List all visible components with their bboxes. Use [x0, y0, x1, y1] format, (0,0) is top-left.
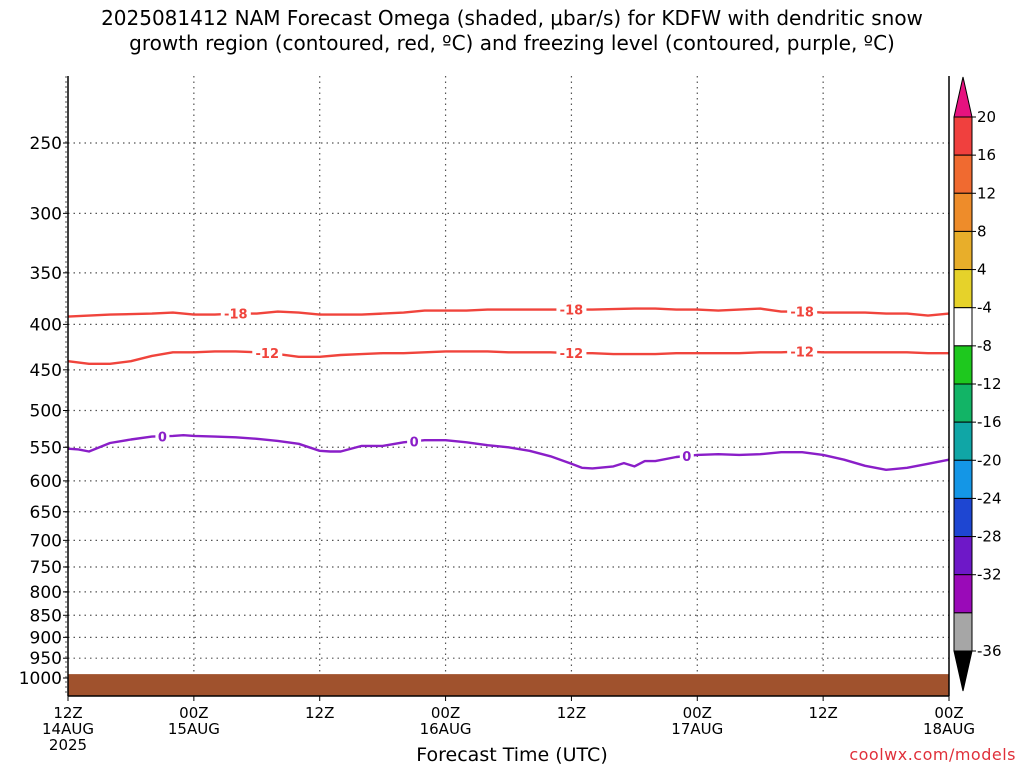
contour-label-bg — [556, 301, 587, 318]
series-layer: -18 -18 -18 -12 -12 -12 0 0 0 — [67, 301, 950, 471]
colorbar-label: -32 — [977, 566, 1002, 584]
x-tick-label: 00Z — [683, 704, 712, 722]
y-tick-label: 1000 — [19, 669, 62, 689]
colorbar-swatch — [953, 345, 973, 385]
contour-label: 0 — [410, 435, 419, 450]
colorbar-label: -20 — [977, 451, 1002, 469]
y-tick-label: 900 — [30, 628, 62, 648]
colorbar-label: -4 — [977, 299, 992, 317]
colorbar-label: -8 — [977, 337, 992, 355]
chart-title-line-1: 2025081412 NAM Forecast Omega (shaded, μ… — [101, 6, 923, 30]
contour-label: -18 — [224, 308, 248, 323]
colorbar-swatch — [953, 116, 973, 156]
x-tick-label: 12Z — [557, 704, 586, 722]
x-tick-label: 12Z — [305, 704, 334, 722]
x-axis-title: Forecast Time (UTC) — [416, 744, 608, 766]
colorbar-swatch — [953, 383, 973, 423]
y-axis-ticks: 2503003504004505005506006507007508008509… — [19, 134, 68, 689]
colorbar-swatch — [953, 154, 973, 194]
colorbar: 20 16 12 8 4 -4 -8 -12 -16 -20 -24 -28 -32 -36 — [953, 76, 1002, 692]
grid — [68, 76, 949, 696]
colorbar-label: 12 — [977, 184, 996, 202]
y-tick-label: 350 — [30, 264, 62, 284]
colorbar-label: -28 — [977, 528, 1002, 546]
y-tick-label: 950 — [30, 649, 62, 669]
contour-label: -12 — [256, 347, 280, 362]
x-tick-label: 12Z — [53, 704, 82, 722]
x-tick-label: 00Z — [934, 704, 963, 722]
colorbar-swatch — [953, 307, 973, 347]
x-tick-label: 17AUG — [671, 720, 723, 738]
colorbar-label: 16 — [977, 146, 996, 164]
colorbar-label: -24 — [977, 489, 1002, 507]
contour-label-bg — [787, 303, 818, 320]
colorbar-swatch — [953, 612, 973, 652]
y-tick-label: 550 — [30, 438, 62, 458]
x-tick-label: 14AUG — [42, 720, 94, 738]
contour-label: -18 — [790, 306, 814, 321]
y-tick-label: 750 — [30, 558, 62, 578]
credit-text: coolwx.com/models — [849, 745, 1016, 764]
colorbar-label: -36 — [977, 642, 1002, 660]
y-tick-label: 700 — [30, 531, 62, 551]
colorbar-label: -12 — [977, 375, 1002, 393]
contour-label: -12 — [790, 345, 814, 360]
chart-title: 2025081412 NAM Forecast Omega (shaded, μ… — [0, 6, 1024, 56]
colorbar-bottom-arrow — [953, 650, 973, 692]
y-tick-label: 650 — [30, 503, 62, 523]
terrain — [68, 674, 949, 696]
colorbar-swatch — [953, 459, 973, 499]
contour-label-bg — [556, 345, 587, 362]
colorbar-top-arrow — [953, 76, 973, 118]
y-tick-label: 300 — [30, 204, 62, 224]
contour-label-bg — [679, 447, 694, 464]
colorbar-label: 8 — [977, 222, 987, 240]
y-tick-label: 400 — [30, 315, 62, 335]
contour-label-bg — [407, 433, 422, 450]
y-tick-label: 850 — [30, 606, 62, 626]
x-tick-label: 18AUG — [923, 720, 975, 738]
chart-title-line-2: growth region (contoured, red, ºC) and f… — [129, 31, 895, 55]
contour-label-bg — [787, 343, 818, 360]
contour-label-bg — [220, 305, 251, 322]
contour-label: 0 — [158, 430, 167, 445]
colorbar-swatch — [953, 421, 973, 461]
y-tick-label: 600 — [30, 472, 62, 492]
colorbar-label: -16 — [977, 413, 1002, 431]
colorbar-swatch — [953, 574, 973, 614]
x-tick-label: 00Z — [179, 704, 208, 722]
colorbar-swatch — [953, 192, 973, 232]
colorbar-swatch — [953, 497, 973, 538]
y-tick-label: 500 — [30, 402, 62, 422]
x-tick-label: 2025 — [49, 736, 87, 754]
plot-frame — [65, 76, 950, 697]
colorbar-swatch — [953, 536, 973, 576]
contour-label-bg — [155, 428, 170, 445]
y-tick-label: 250 — [30, 134, 62, 154]
colorbar-label: 20 — [977, 108, 996, 126]
contour-label: -18 — [560, 304, 584, 319]
contour-line — [67, 434, 950, 471]
contour-label-bg — [252, 345, 283, 362]
x-tick-label: 12Z — [808, 704, 837, 722]
colorbar-label: 4 — [977, 261, 987, 279]
x-tick-label: 16AUG — [420, 720, 472, 738]
contour-label: 0 — [682, 450, 691, 465]
colorbar-swatch — [953, 230, 973, 271]
contour-label: -12 — [560, 347, 584, 362]
x-tick-label: 15AUG — [168, 720, 220, 738]
terrain-fill — [68, 674, 949, 696]
x-tick-label: 00Z — [431, 704, 460, 722]
y-tick-label: 450 — [30, 361, 62, 381]
colorbar-swatch — [953, 269, 973, 309]
y-tick-label: 800 — [30, 583, 62, 603]
